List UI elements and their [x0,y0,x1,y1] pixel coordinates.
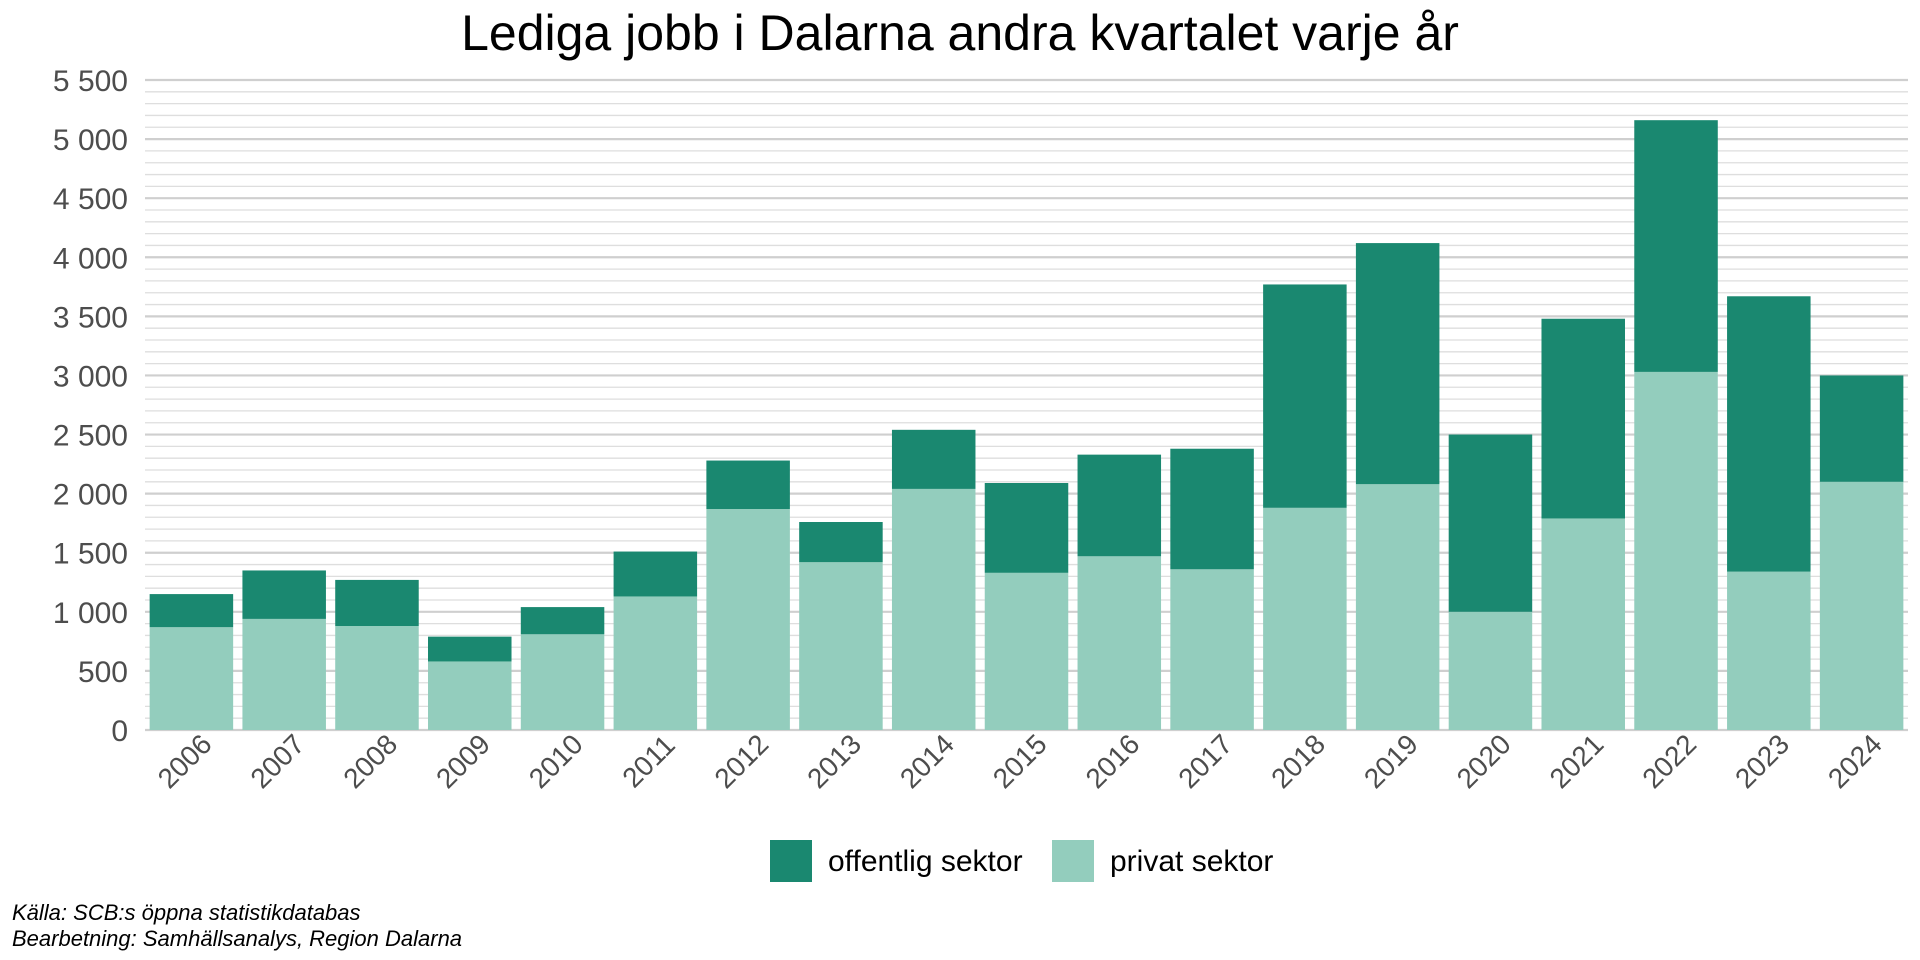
bar-offentlig-sektor-2010 [520,607,605,635]
bar-offentlig-sektor-2018 [1263,284,1347,508]
bar-offentlig-sektor-2006 [149,594,234,628]
bar-privat-sektor-2016 [1077,556,1162,730]
bar-privat-sektor-2013 [799,562,883,730]
bar-privat-sektor-2018 [1263,507,1347,730]
bar-offentlig-sektor-2024 [1819,375,1904,482]
bar-privat-sektor-2020 [1448,611,1533,730]
bar-offentlig-sektor-2023 [1727,296,1811,572]
bar-offentlig-sektor-2021 [1541,318,1625,519]
bar-offentlig-sektor-2011 [613,551,698,597]
bar-privat-sektor-2019 [1355,484,1440,730]
bar-privat-sektor-2015 [984,572,1069,730]
y-tick-label: 3 500 [53,301,128,334]
x-tick-label: 2017 [1172,728,1238,794]
bar-privat-sektor-2021 [1541,518,1625,730]
bar-offentlig-sektor-2014 [891,429,976,489]
bars [149,120,1904,730]
bar-privat-sektor-2011 [613,596,698,730]
x-tick-label: 2023 [1729,728,1795,794]
chart-title: Lediga jobb i Dalarna andra kvartalet va… [461,5,1459,61]
bar-offentlig-sektor-2007 [242,570,326,619]
x-tick-label: 2016 [1080,728,1146,794]
x-tick-label: 2013 [801,728,867,794]
bar-privat-sektor-2017 [1170,569,1254,730]
bar-offentlig-sektor-2015 [984,483,1069,573]
bar-offentlig-sektor-2008 [335,579,419,626]
bar-privat-sektor-2007 [242,618,326,730]
bar-privat-sektor-2009 [428,661,512,730]
x-tick-label: 2014 [894,728,960,794]
bar-offentlig-sektor-2009 [428,636,512,662]
y-tick-label: 4 500 [53,183,128,216]
x-tick-label: 2011 [616,729,681,794]
x-tick-label: 2006 [152,728,218,794]
x-tick-label: 2009 [430,728,496,794]
legend-swatch-offentlig [770,840,812,882]
bar-privat-sektor-2006 [149,627,234,730]
x-tick-label: 2020 [1451,728,1517,794]
chart-svg: Lediga jobb i Dalarna andra kvartalet va… [53,5,1908,882]
bar-offentlig-sektor-2016 [1077,454,1162,557]
x-tick-label: 2024 [1822,728,1888,794]
x-tick-label: 2019 [1358,728,1424,794]
processing-caption: Bearbetning: Samhällsanalys, Region Dala… [12,926,463,951]
x-axis: 2006 2007 2008 2009 2010 2011 2012 2013 2014 2015… [152,728,1888,794]
bar-privat-sektor-2014 [891,488,976,730]
legend: offentlig sektor privat sektor [770,840,1273,882]
bar-privat-sektor-2024 [1819,481,1904,730]
bar-privat-sektor-2023 [1727,571,1811,730]
bar-privat-sektor-2008 [335,626,419,730]
bar-privat-sektor-2012 [706,509,790,730]
x-tick-label: 2012 [708,728,774,794]
bar-offentlig-sektor-2019 [1355,243,1440,485]
y-tick-label: 4 000 [53,242,128,275]
bar-offentlig-sektor-2020 [1448,434,1533,612]
y-tick-label: 1 000 [53,597,128,630]
y-tick-label: 500 [78,656,128,689]
bar-privat-sektor-2010 [520,634,605,730]
legend-label-offentlig: offentlig sektor [828,845,1023,878]
y-tick-label: 3 000 [53,360,128,393]
x-tick-label: 2015 [987,728,1053,794]
x-tick-label: 2007 [244,728,310,794]
bar-offentlig-sektor-2013 [799,522,883,563]
bar-offentlig-sektor-2012 [706,460,790,509]
y-tick-label: 0 [111,715,128,748]
x-tick-label: 2008 [337,728,403,794]
y-tick-label: 1 500 [53,538,128,571]
x-tick-label: 2022 [1636,728,1702,794]
legend-label-privat: privat sektor [1110,845,1273,878]
x-tick-label: 2021 [1544,728,1610,794]
y-tick-label: 5 000 [53,124,128,157]
y-tick-label: 5 500 [53,65,128,98]
bar-offentlig-sektor-2017 [1170,448,1254,570]
bar-offentlig-sektor-2022 [1634,120,1718,372]
y-tick-label: 2 000 [53,479,128,512]
legend-swatch-privat [1052,840,1094,882]
x-tick-label: 2018 [1265,728,1331,794]
y-tick-label: 2 500 [53,420,128,453]
source-caption: Källa: SCB:s öppna statistikdatabas [12,900,361,925]
y-axis: 0 500 1 000 1 500 2 000 2 500 3 000 3 500 4 000 4… [53,65,128,748]
bar-privat-sektor-2022 [1634,371,1718,730]
x-tick-label: 2010 [523,728,589,794]
